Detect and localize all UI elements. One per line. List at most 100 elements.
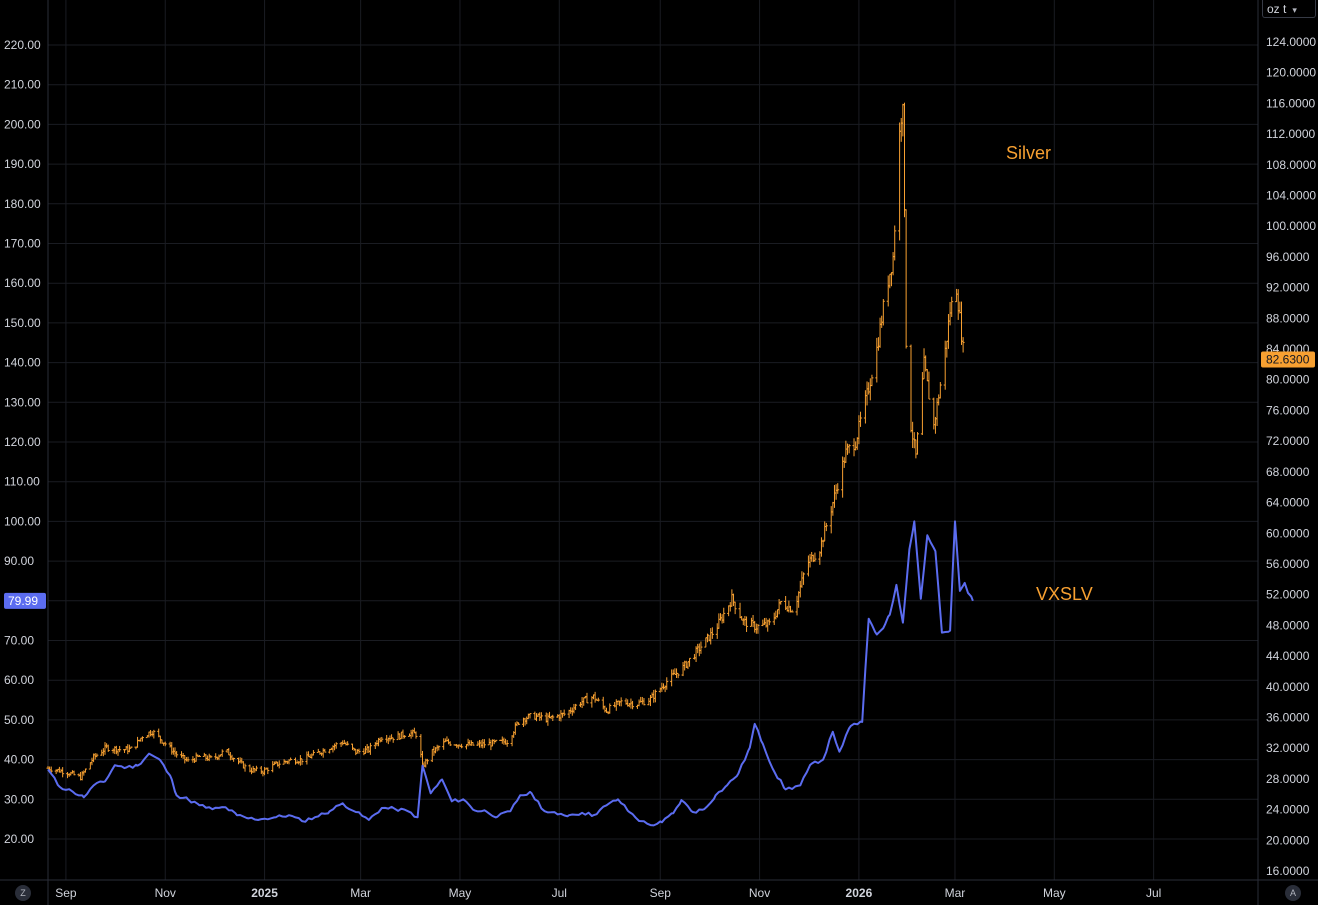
left-axis-tick-label: 140.00 [4, 356, 41, 370]
right-axis-tick-label: 36.0000 [1266, 710, 1310, 724]
silver-bar [899, 117, 903, 142]
silver-bar [502, 737, 506, 745]
silver-bar [321, 748, 325, 758]
silver-bar [254, 765, 258, 772]
silver-bar [715, 623, 719, 639]
time-axis-tick-label: Mar [350, 886, 371, 900]
right-axis-tick-label: 124.0000 [1266, 35, 1316, 49]
right-price-axis[interactable]: 16.0000 20.0000 24.0000 28.0000 32.0000 36.00… [1261, 35, 1316, 878]
silver-bar [517, 722, 521, 726]
silver-bar [114, 745, 118, 755]
silver-bar [168, 741, 172, 748]
silver-bar [90, 757, 94, 766]
silver-bar [277, 760, 281, 769]
vxslv-annotation: VXSLV [1036, 584, 1093, 604]
silver-bar [603, 705, 607, 713]
silver-bar [469, 740, 473, 746]
silver-bar [956, 289, 960, 320]
left-axis-tick-label: 120.00 [4, 435, 41, 449]
silver-bar [938, 382, 942, 399]
silver-bar [888, 273, 892, 289]
silver-bar [305, 751, 309, 765]
silver-series [46, 102, 965, 781]
silver-bar [881, 299, 885, 326]
silver-bar [743, 615, 747, 626]
silver-bar [186, 756, 190, 762]
silver-bar [333, 743, 337, 751]
right-axis-tick-label: 72.0000 [1266, 434, 1310, 448]
silver-bar [642, 698, 646, 706]
right-axis-tick-label: 76.0000 [1266, 403, 1310, 417]
silver-bar [378, 737, 382, 743]
left-axis-tick-label: 110.00 [4, 475, 40, 489]
silver-bar [732, 593, 736, 607]
time-axis-tick-label: Sep [650, 886, 672, 900]
silver-bar [613, 702, 617, 708]
silver-bar [772, 612, 776, 626]
silver-bar [878, 317, 882, 348]
left-axis-tick-label: 170.00 [4, 237, 41, 251]
silver-bar [761, 619, 765, 627]
silver-bar [859, 411, 863, 427]
vxslv-line [47, 520, 974, 827]
time-axis-tick-label: Jul [552, 886, 567, 900]
silver-bar [582, 697, 586, 706]
silver-bar [676, 672, 680, 679]
silver-bar [824, 522, 828, 532]
silver-bar [720, 614, 724, 624]
silver-bar [927, 371, 931, 400]
auto-scale-button[interactable]: A [1285, 885, 1301, 901]
silver-bar [727, 605, 731, 617]
silver-bar [686, 661, 690, 670]
right-axis-tick-label: 68.0000 [1266, 465, 1310, 479]
silver-bar [775, 609, 779, 618]
silver-bar [867, 382, 871, 395]
time-axis-tick-label: May [1043, 886, 1066, 900]
silver-bar [227, 748, 231, 756]
silver-bar [829, 506, 833, 534]
silver-bar [733, 601, 737, 615]
silver-bar [95, 753, 99, 758]
silver-bar [749, 617, 753, 627]
silver-bar [357, 748, 361, 754]
left-axis-tick-label: 130.00 [4, 395, 41, 409]
silver-bar [82, 770, 86, 776]
left-price-axis[interactable]: 20.0030.0040.0050.0060.0070.0080.0090.00… [4, 38, 46, 846]
vxslv-last-value-badge [4, 592, 46, 609]
right-axis-tick-label: 44.0000 [1266, 649, 1310, 663]
silver-bar [740, 615, 744, 621]
left-axis-tick-label: 210.00 [4, 78, 41, 92]
silver-bar [412, 727, 416, 734]
silver-bar [920, 372, 924, 435]
silver-bar [818, 551, 822, 565]
silver-bar [572, 703, 576, 714]
silver-bar [614, 699, 618, 711]
silver-bar [232, 757, 236, 762]
silver-bar [307, 751, 311, 758]
unit-selector[interactable]: oz t ▾ [1262, 0, 1316, 18]
silver-bar [298, 755, 302, 766]
silver-bar [175, 751, 179, 758]
right-axis-tick-label: 96.0000 [1266, 250, 1310, 264]
silver-bar [126, 744, 130, 755]
time-axis-tick-label: 2026 [846, 886, 873, 900]
silver-bar [425, 758, 429, 765]
timezone-button[interactable]: Z [15, 885, 31, 901]
silver-bar [832, 484, 836, 508]
silver-bar [767, 618, 771, 626]
silver-bar [673, 668, 677, 675]
silver-bar [539, 712, 543, 721]
left-axis-tick-label: 50.00 [4, 713, 34, 727]
silver-bar [152, 729, 156, 739]
silver-bar [718, 613, 722, 621]
silver-bar [390, 734, 394, 740]
time-axis[interactable]: Sep Nov 2025 Mar May Jul Sep Nov 2026 Mar May Jul [55, 886, 1161, 900]
left-axis-tick-label: 60.00 [4, 673, 34, 687]
silver-bar [482, 739, 486, 748]
left-axis-tick-label: 160.00 [4, 276, 41, 290]
silver-bar [569, 707, 573, 714]
silver-bar [150, 731, 154, 737]
